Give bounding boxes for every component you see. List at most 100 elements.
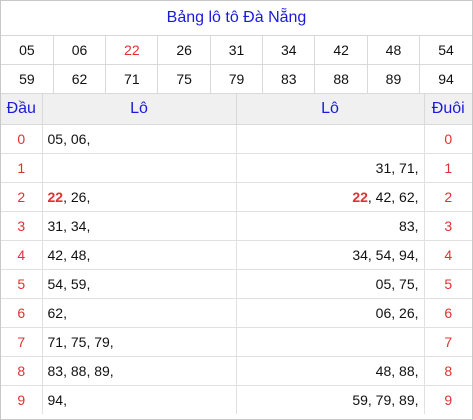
lo-number: 75 xyxy=(70,334,87,350)
lo-right-cell xyxy=(236,327,425,357)
duoi-digit: 2 xyxy=(424,182,472,212)
lo-number: 59 xyxy=(352,392,368,408)
dau-digit: 7 xyxy=(1,327,43,357)
lo-number: 42 xyxy=(47,247,64,263)
table-row: 9 94, 59, 79, 89, 9 xyxy=(1,385,472,414)
numbers-row-2: 59 62 71 75 79 83 88 89 94 xyxy=(1,64,472,94)
separator: , xyxy=(63,218,71,234)
lo-number: 62 xyxy=(47,305,64,321)
lo-number: 54 xyxy=(47,276,64,292)
lo-number: 26 xyxy=(70,189,87,205)
lo-right-cell: 48, 88, xyxy=(236,356,425,386)
separator: , xyxy=(414,160,419,176)
table-title: Bảng lô tô Đà Nẵng xyxy=(1,1,472,36)
lo-number: 94 xyxy=(47,392,64,408)
lo-number: 83 xyxy=(47,363,64,379)
numbers-table: 05 06 22 26 31 34 42 48 54 59 62 71 75 79 83 88 89 94 xyxy=(1,36,472,94)
lo-number: 75 xyxy=(399,276,415,292)
separator: , xyxy=(86,247,91,263)
separator: , xyxy=(414,392,419,408)
separator: , xyxy=(391,305,400,321)
dau-digit: 4 xyxy=(1,240,43,270)
dau-digit: 2 xyxy=(1,182,43,212)
lo-right-cell: 83, xyxy=(236,211,425,241)
lo-number: 88 xyxy=(399,363,415,379)
number-cell: 05 xyxy=(1,36,54,65)
lo-number: 54 xyxy=(375,247,392,263)
lo-number: 26 xyxy=(399,305,415,321)
lo-number: 79 xyxy=(94,334,110,350)
dau-digit: 6 xyxy=(1,298,43,328)
separator: , xyxy=(367,189,376,205)
separator: , xyxy=(391,160,400,176)
lo-number: 94 xyxy=(399,247,415,263)
lo-right-cell: 22, 42, 62, xyxy=(236,182,425,212)
separator: , xyxy=(86,189,91,205)
dau-duoi-table: Đầu Lô Lô Đuôi 0 05, 06, 0 1 31, 71, 1 2 22, 26… xyxy=(1,94,472,414)
lo-number: 79 xyxy=(375,392,392,408)
number-cell: 62 xyxy=(53,64,107,94)
lo-number: 22 xyxy=(352,189,368,205)
dau-digit: 1 xyxy=(1,153,43,183)
separator: , xyxy=(63,247,71,263)
number-cell: 89 xyxy=(367,64,421,94)
table-row: 3 31, 34, 83, 3 xyxy=(1,211,472,241)
lo-left-cell: 94, xyxy=(42,385,237,414)
dau-digit: 0 xyxy=(1,124,43,154)
separator: , xyxy=(414,276,419,292)
lo-number: 89 xyxy=(94,363,110,379)
header-lo-left: Lô xyxy=(42,94,237,125)
lo-number: 71 xyxy=(399,160,415,176)
lo-left-cell: 54, 59, xyxy=(42,269,237,299)
separator: , xyxy=(63,189,71,205)
lo-number: 89 xyxy=(399,392,415,408)
lo-left-cell: 22, 26, xyxy=(42,182,237,212)
lo-left-cell: 83, 88, 89, xyxy=(42,356,237,386)
separator: , xyxy=(86,276,91,292)
separator: , xyxy=(63,276,71,292)
dau-digit: 8 xyxy=(1,356,43,386)
table-row: 5 54, 59, 05, 75, 5 xyxy=(1,269,472,299)
separator: , xyxy=(391,392,400,408)
number-cell: 71 xyxy=(105,64,159,94)
number-cell: 79 xyxy=(210,64,264,94)
separator: , xyxy=(86,363,95,379)
separator: , xyxy=(414,247,419,263)
number-cell: 26 xyxy=(157,36,211,65)
lo-number: 34 xyxy=(352,247,368,263)
lo-number: 83 xyxy=(399,218,415,234)
lo-left-cell: 71, 75, 79, xyxy=(42,327,237,357)
number-cell: 59 xyxy=(1,64,54,94)
lo-number: 62 xyxy=(399,189,415,205)
numbers-row-1: 05 06 22 26 31 34 42 48 54 xyxy=(1,36,472,65)
dau-digit: 9 xyxy=(1,385,43,414)
separator: , xyxy=(86,334,95,350)
header-row: Đầu Lô Lô Đuôi xyxy=(1,94,472,125)
duoi-digit: 3 xyxy=(424,211,472,241)
separator: , xyxy=(391,247,400,263)
separator: , xyxy=(63,305,67,321)
table-row: 1 31, 71, 1 xyxy=(1,153,472,183)
lo-number: 05 xyxy=(375,276,392,292)
lo-number: 42 xyxy=(375,189,392,205)
lo-number: 06 xyxy=(70,131,87,147)
duoi-digit: 0 xyxy=(424,124,472,154)
number-cell: 83 xyxy=(262,64,316,94)
table-row: 2 22, 26, 22, 42, 62, 2 xyxy=(1,182,472,212)
header-dau: Đầu xyxy=(1,94,43,125)
lo-right-cell: 31, 71, xyxy=(236,153,425,183)
separator: , xyxy=(63,131,71,147)
lo-number: 59 xyxy=(70,276,87,292)
number-cell: 94 xyxy=(419,64,472,94)
number-cell: 31 xyxy=(210,36,264,65)
lo-left-cell: 42, 48, xyxy=(42,240,237,270)
number-cell: 54 xyxy=(419,36,472,65)
lo-left-cell: 31, 34, xyxy=(42,211,237,241)
lo-right-cell: 06, 26, xyxy=(236,298,425,328)
separator: , xyxy=(86,131,91,147)
duoi-digit: 4 xyxy=(424,240,472,270)
lo-right-cell xyxy=(236,124,425,154)
lo-right-cell: 05, 75, xyxy=(236,269,425,299)
duoi-digit: 7 xyxy=(424,327,472,357)
